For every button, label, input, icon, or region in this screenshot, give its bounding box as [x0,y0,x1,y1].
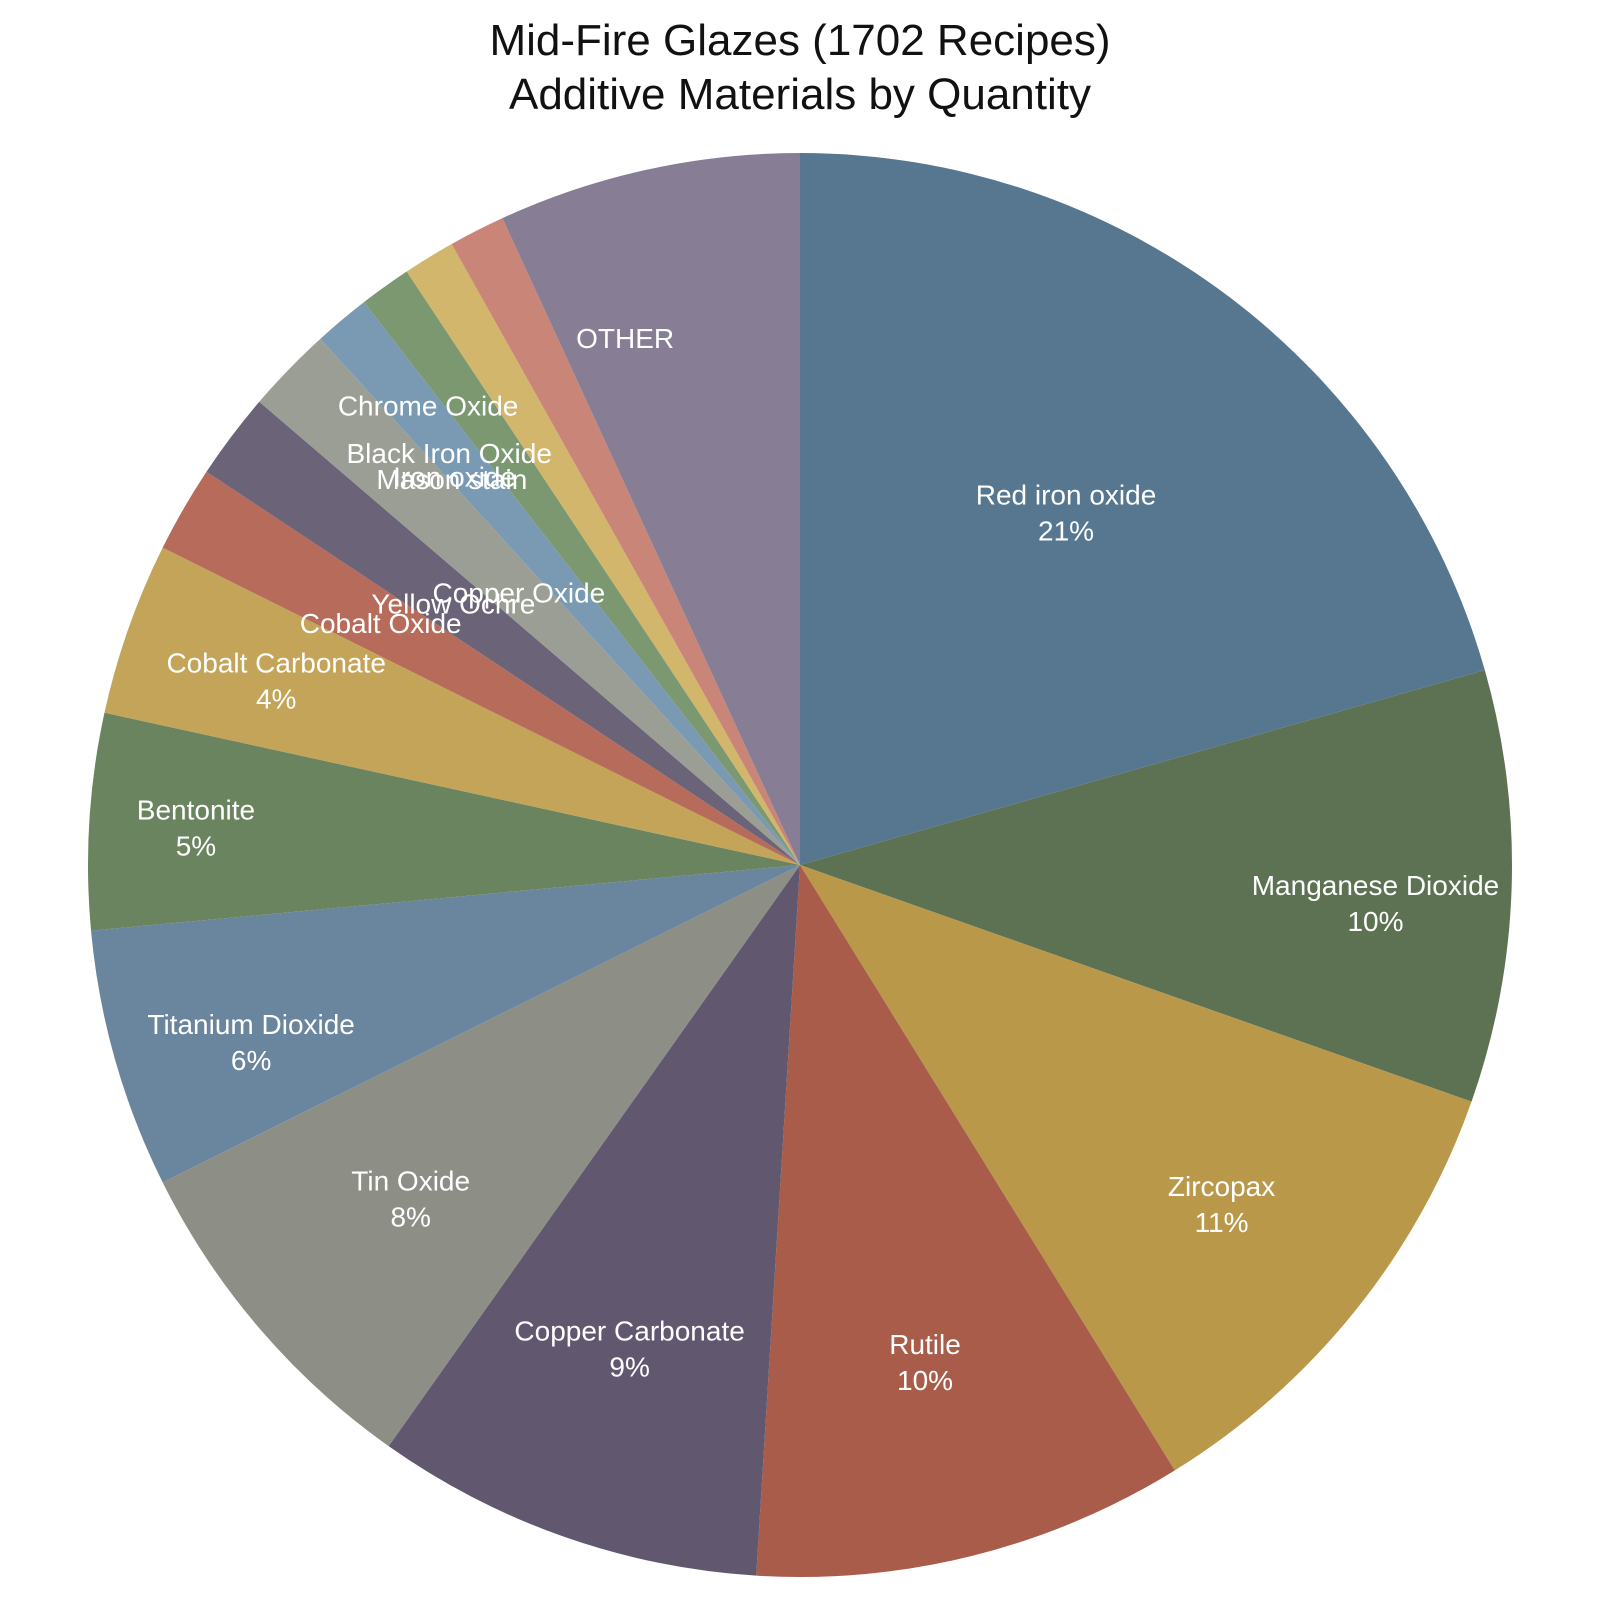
pie-slice-iron-oxide [363,271,800,865]
slice-name-yellow-ochre: Yellow Ochre [371,588,535,619]
slice-percent-bentonite: 5% [176,831,216,862]
slice-percent-cobalt-carbonate: 4% [256,683,296,714]
slice-name-zircopax: Zircopax [1168,1171,1275,1202]
slice-label-tin-oxide: Tin Oxide 8% [351,1166,470,1233]
slice-label-red-iron-oxide: Red iron oxide 21% [976,480,1157,547]
chart-title-block: Mid-Fire Glazes (1702 Recipes) Additive … [0,14,1600,122]
pie-slice-copper-carbonate [388,865,800,1576]
slice-name-copper-oxide: Copper Oxide [432,577,605,608]
slice-percent-titanium-dioxide: 6% [231,1045,271,1076]
slice-label-chrome-oxide: Chrome Oxide [338,391,519,422]
slice-name-copper-carbonate: Copper Carbonate [514,1315,744,1346]
slice-label-copper-oxide: Copper Oxide [432,577,605,608]
slice-label-cobalt-oxide: Cobalt Oxide [300,608,462,639]
pie-labels: Red iron oxide 21% Manganese Dioxide 10% Zir… [137,323,1499,1396]
slice-percent-red-iron-oxide: 21% [1038,516,1094,547]
slice-name-mason-stain: Mason stain [376,464,527,495]
pie-slice-zircopax [800,865,1472,1471]
slice-label-rutile: Rutile 10% [889,1329,961,1396]
chart-title: Mid-Fire Glazes (1702 Recipes) [489,16,1111,65]
pie-slice-titanium-dioxide [91,865,800,1183]
slice-name-cobalt-oxide: Cobalt Oxide [300,608,462,639]
pie-slice-chrome-oxide [451,218,800,865]
slice-name-titanium-dioxide: Titanium Dioxide [147,1009,354,1040]
pie-slice-manganese-dioxide [800,670,1512,1102]
pie-slice-black-iron-oxide [406,244,800,865]
slice-percent-tin-oxide: 8% [390,1202,430,1233]
slice-label-titanium-dioxide: Titanium Dioxide 6% [147,1009,354,1076]
slice-percent-rutile: 10% [897,1365,953,1396]
slice-name-other: OTHER [576,323,674,354]
slice-label-manganese-dioxide: Manganese Dioxide 10% [1252,870,1500,937]
slice-percent-copper-carbonate: 9% [609,1351,649,1382]
slice-label-cobalt-carbonate: Cobalt Carbonate 4% [166,647,385,714]
slice-name-chrome-oxide: Chrome Oxide [338,391,519,422]
pie-slice-mason-stain [320,302,800,865]
slice-name-cobalt-carbonate: Cobalt Carbonate [166,647,385,678]
slice-label-copper-carbonate: Copper Carbonate 9% [514,1315,744,1382]
pie-slice-rutile [756,865,1175,1577]
pie-slice-red-iron-oxide [800,153,1485,865]
pie-slice-yellow-ochre [206,401,800,865]
slice-percent-zircopax: 11% [1195,1207,1249,1238]
slice-percent-manganese-dioxide: 10% [1347,906,1403,937]
slice-name-iron-oxide: Iron oxide [393,462,516,493]
pie-slice-bentonite [87,712,800,931]
slice-name-tin-oxide: Tin Oxide [351,1166,470,1197]
pie-slice-copper-oxide [259,338,800,865]
slice-label-iron-oxide: Iron oxide [393,462,516,493]
pie-slice-tin-oxide [162,865,800,1447]
chart-subtitle: Additive Materials by Quantity [508,70,1092,119]
slice-name-rutile: Rutile [889,1329,961,1360]
slice-label-black-iron-oxide: Black Iron Oxide [346,438,551,469]
slice-name-bentonite: Bentonite [137,795,255,826]
pie-slice-other [502,153,800,865]
pie-slice-cobalt-oxide [162,471,800,865]
slice-name-red-iron-oxide: Red iron oxide [976,480,1157,511]
slice-label-other: OTHER [576,323,674,354]
slice-label-yellow-ochre: Yellow Ochre [371,588,535,619]
slice-name-manganese-dioxide: Manganese Dioxide [1252,870,1500,901]
pie-slices [87,153,1512,1577]
slice-label-bentonite: Bentonite 5% [137,795,255,862]
slice-label-zircopax: Zircopax 11% [1168,1171,1275,1238]
pie-slice-cobalt-carbonate [104,547,800,865]
slice-name-black-iron-oxide: Black Iron Oxide [346,438,551,469]
slice-label-mason-stain: Mason stain [376,464,527,495]
